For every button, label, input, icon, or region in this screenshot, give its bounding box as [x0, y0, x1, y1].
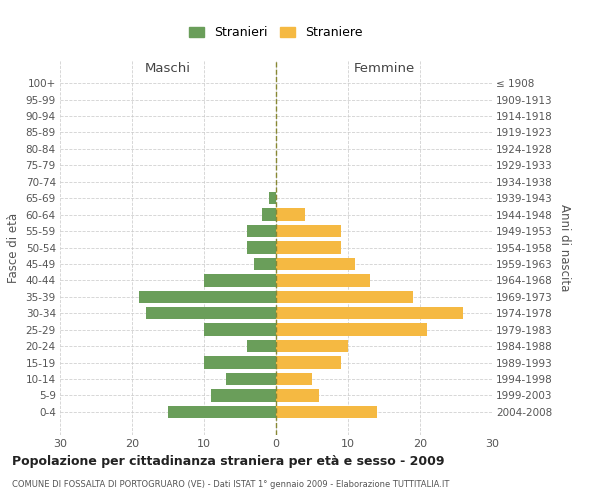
Bar [276, 274, 370, 286]
Bar [276, 373, 312, 385]
Bar [276, 406, 377, 418]
Bar [276, 242, 341, 254]
Bar [276, 324, 427, 336]
Bar [168, 406, 276, 418]
Bar [276, 290, 413, 303]
Bar [226, 373, 276, 385]
Bar [269, 192, 276, 204]
Text: Maschi: Maschi [145, 62, 191, 75]
Bar [276, 389, 319, 402]
Y-axis label: Fasce di età: Fasce di età [7, 212, 20, 282]
Text: Femmine: Femmine [353, 62, 415, 75]
Bar [276, 307, 463, 320]
Bar [262, 208, 276, 221]
Bar [139, 290, 276, 303]
Bar [204, 274, 276, 286]
Bar [247, 225, 276, 237]
Bar [276, 340, 348, 352]
Bar [276, 258, 355, 270]
Bar [204, 324, 276, 336]
Legend: Stranieri, Straniere: Stranieri, Straniere [184, 21, 368, 44]
Bar [204, 356, 276, 368]
Bar [276, 208, 305, 221]
Text: Popolazione per cittadinanza straniera per età e sesso - 2009: Popolazione per cittadinanza straniera p… [12, 455, 445, 468]
Text: COMUNE DI FOSSALTA DI PORTOGRUARO (VE) - Dati ISTAT 1° gennaio 2009 - Elaborazio: COMUNE DI FOSSALTA DI PORTOGRUARO (VE) -… [12, 480, 449, 489]
Bar [254, 258, 276, 270]
Bar [211, 389, 276, 402]
Y-axis label: Anni di nascita: Anni di nascita [559, 204, 571, 291]
Bar [247, 340, 276, 352]
Bar [276, 225, 341, 237]
Bar [146, 307, 276, 320]
Bar [276, 356, 341, 368]
Bar [247, 242, 276, 254]
